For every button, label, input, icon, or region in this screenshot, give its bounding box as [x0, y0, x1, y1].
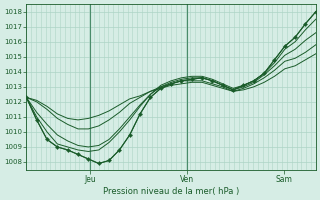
X-axis label: Pression niveau de la mer( hPa ): Pression niveau de la mer( hPa ): [103, 187, 239, 196]
